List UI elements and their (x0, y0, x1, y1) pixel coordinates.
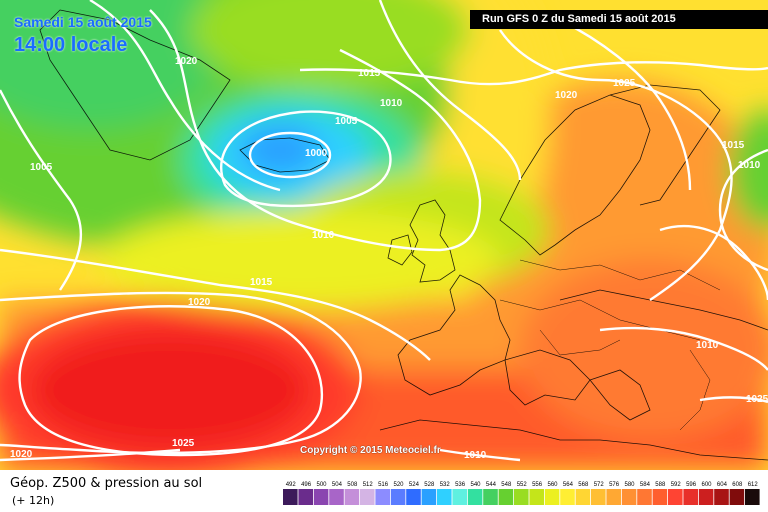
scale-swatch (390, 489, 406, 505)
map-title: Géop. Z500 & pression au sol (10, 476, 203, 491)
scale-swatch (452, 489, 467, 505)
scale-label: 532 (440, 482, 451, 488)
scale-label: 524 (409, 482, 420, 488)
scale-label: 600 (701, 482, 712, 488)
scale-swatch (698, 489, 714, 505)
isobar-label: 1025 (613, 78, 636, 89)
scale-label: 548 (501, 482, 512, 488)
scale-swatch (606, 489, 621, 505)
run-info: Run GFS 0 Z du Samedi 15 août 2015 (470, 10, 768, 29)
isobar-label: 1015 (722, 140, 745, 151)
scale-swatch (467, 489, 483, 505)
scale-label: 556 (532, 482, 543, 488)
scale-swatch (544, 489, 560, 505)
scale-swatch (683, 489, 698, 505)
scale-label: 584 (640, 482, 651, 488)
scale-label: 544 (486, 482, 497, 488)
scale-label: 612 (748, 482, 759, 488)
scale-swatch (745, 489, 760, 505)
scale-swatch (344, 489, 360, 505)
scale-label: 512 (363, 482, 374, 488)
isobar-label: 1010 (380, 98, 403, 109)
scale-swatch (283, 489, 298, 505)
color-scale: 492 496 500 504 508 512 516 520 524 528 532 536 540 5… (283, 482, 760, 505)
scale-label: 576 (609, 482, 620, 488)
scale-label: 520 (393, 482, 404, 488)
forecast-step: (+ 12h) (12, 494, 55, 507)
scale-swatch (360, 489, 375, 505)
scale-label: 608 (732, 482, 743, 488)
isobar-label: 1015 (250, 277, 273, 288)
scale-swatch (483, 489, 498, 505)
scale-swatch (514, 489, 529, 505)
scale-swatch (668, 489, 683, 505)
geopotential-field (0, 0, 768, 470)
scale-swatch (437, 489, 452, 505)
isobar-label: 1015 (358, 68, 381, 79)
scale-swatch (652, 489, 668, 505)
isobar-label: 1010 (738, 160, 761, 171)
scale-swatch (714, 489, 729, 505)
scale-swatch (529, 489, 544, 505)
scale-swatch (406, 489, 421, 505)
scale-swatch (575, 489, 591, 505)
isobar-label: 1010 (464, 450, 487, 461)
isobar-label: 1000 (305, 148, 328, 159)
coastlines (39, 9, 768, 461)
isobar-label: 1010 (696, 340, 719, 351)
scale-label: 500 (316, 482, 327, 488)
scale-label: 516 (378, 482, 389, 488)
scale-swatch (375, 489, 390, 505)
scale-label: 504 (332, 482, 343, 488)
forecast-date: Samedi 15 août 2015 (14, 14, 152, 30)
isobar-label: 1020 (555, 90, 578, 101)
scale-label: 540 (470, 482, 481, 488)
scale-label: 528 (424, 482, 435, 488)
scale-label: 564 (563, 482, 574, 488)
scale-label: 496 (301, 482, 312, 488)
forecast-time: 14:00 locale (14, 34, 128, 56)
isobar-label: 1020 (175, 56, 198, 67)
scale-label: 552 (517, 482, 528, 488)
isobar-label: 1010 (312, 230, 335, 241)
weather-map: 1020 1005 1000 1015 1010 1005 1010 1015 … (0, 0, 768, 470)
isobar-labels: 1020 1005 1000 1015 1010 1005 1010 1015 … (10, 56, 768, 461)
scale-swatch (298, 489, 313, 505)
isobar-label: 1020 (188, 297, 211, 308)
scale-swatch (637, 489, 652, 505)
scale-label: 568 (578, 482, 589, 488)
scale-swatch (421, 489, 437, 505)
isobar-label: 1005 (30, 162, 53, 173)
scale-swatch (560, 489, 575, 505)
scale-label: 536 (455, 482, 466, 488)
scale-label: 596 (686, 482, 697, 488)
scale-label: 560 (547, 482, 558, 488)
scale-swatch (329, 489, 344, 505)
isobar-label: 1005 (335, 116, 358, 127)
scale-swatch (313, 489, 329, 505)
isobar-label: 1025 (172, 438, 195, 449)
isobar-label: 1025 (746, 394, 768, 405)
scale-label: 492 (286, 482, 297, 488)
isobars (0, 0, 768, 462)
scale-label: 588 (655, 482, 666, 488)
scale-label: 580 (624, 482, 635, 488)
scale-swatch (591, 489, 606, 505)
isobar-label: 1020 (10, 449, 33, 460)
scale-swatch (729, 489, 745, 505)
scale-swatch (621, 489, 637, 505)
scale-label: 508 (347, 482, 358, 488)
copyright-notice: Copyright © 2015 Meteociel.fr (300, 445, 441, 456)
scale-label: 592 (671, 482, 682, 488)
scale-label: 604 (717, 482, 728, 488)
scale-label: 572 (594, 482, 605, 488)
scale-swatch (498, 489, 514, 505)
